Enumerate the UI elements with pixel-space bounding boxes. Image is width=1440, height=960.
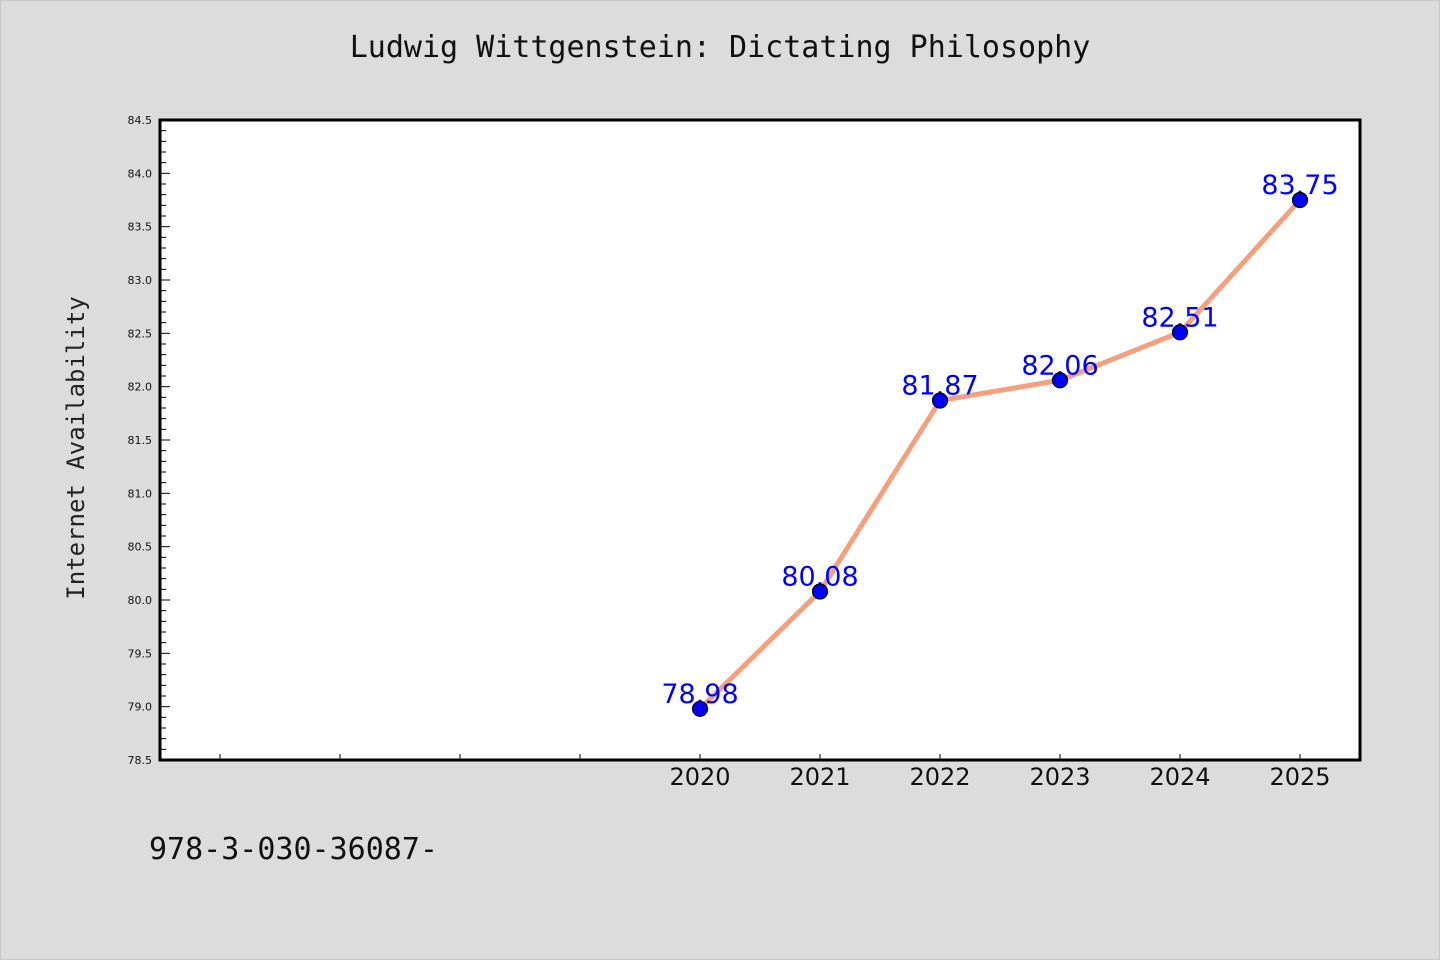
- data-point: [931, 392, 949, 409]
- y-tick-label: 79.5: [128, 647, 153, 660]
- y-tick-label: 81.0: [128, 487, 153, 500]
- series-line: [697, 197, 1303, 712]
- y-tick-label: 80.5: [128, 541, 153, 554]
- y-tick-label: 83.5: [128, 221, 153, 234]
- plot-area: [158, 118, 1362, 762]
- x-tick-label: 2025: [1269, 763, 1330, 791]
- x-tick-label: 2023: [1029, 763, 1090, 791]
- y-tick-label: 80.0: [128, 594, 153, 607]
- data-point: [1051, 372, 1069, 389]
- y-tick-label: 82.5: [128, 327, 153, 340]
- chart-title: Ludwig Wittgenstein: Dictating Philosoph…: [349, 30, 1091, 65]
- y-tick-label: 79.0: [128, 701, 153, 714]
- x-tick-label: 2021: [789, 763, 850, 791]
- y-tick-label: 81.5: [128, 434, 153, 447]
- x-tick-label: 2022: [909, 763, 970, 791]
- data-point: [1171, 324, 1189, 341]
- x-tick-label: 2020: [669, 763, 730, 791]
- x-tick-label: 2024: [1149, 763, 1210, 791]
- footer-code: 978-3-030-36087-: [149, 832, 438, 867]
- y-tick-label: 84.0: [128, 167, 153, 180]
- y-tick-label: 83.0: [128, 274, 153, 287]
- y-tick-label: 78.5: [128, 754, 153, 767]
- data-point: [691, 700, 709, 717]
- y-tick-label: 82.0: [128, 381, 153, 394]
- data-point: [1291, 191, 1309, 209]
- y-tick-label: 84.5: [128, 114, 153, 127]
- data-point: [811, 583, 829, 600]
